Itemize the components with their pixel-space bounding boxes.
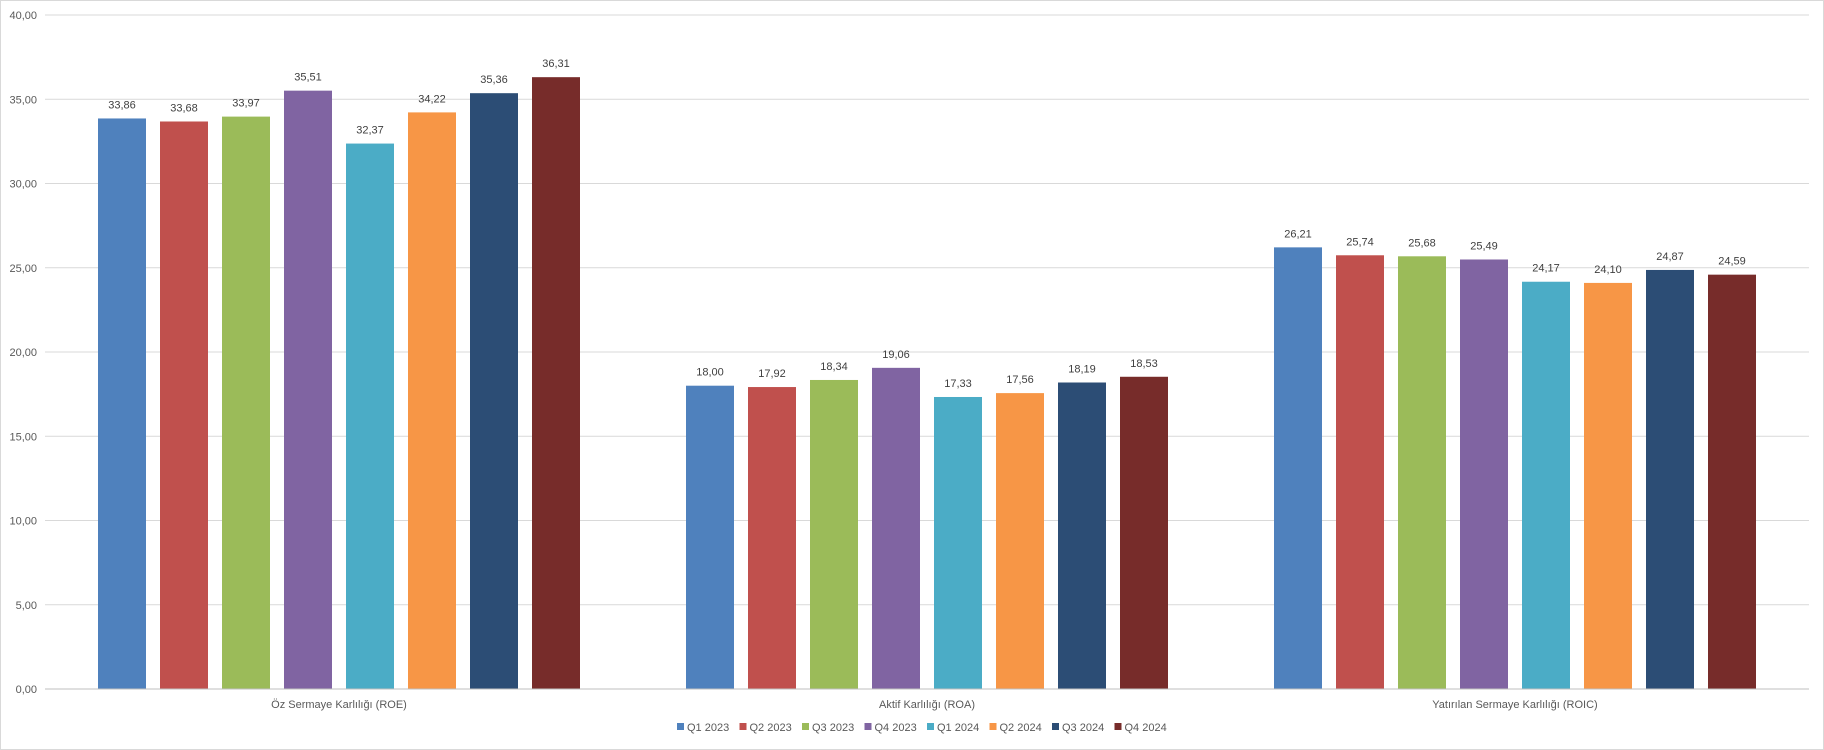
data-label: 36,31 (542, 58, 570, 70)
data-label: 33,97 (232, 98, 260, 110)
bar (1646, 269, 1694, 689)
data-label: 34,22 (418, 93, 446, 105)
bar (1336, 255, 1384, 689)
legend-swatch (864, 723, 872, 730)
legend-item: Q2 2023 (739, 722, 792, 734)
bar (996, 393, 1044, 689)
bar (1398, 256, 1446, 689)
bar (810, 379, 858, 689)
legend-item: Q3 2024 (1052, 722, 1104, 734)
legend-item: Q1 2023 (677, 722, 729, 734)
legend-swatch (989, 723, 997, 730)
y-tick-label: 35,00 (9, 94, 37, 106)
legend-item: Q2 2024 (989, 722, 1042, 734)
legend-swatch (1114, 723, 1122, 730)
data-label: 18,19 (1068, 363, 1096, 375)
data-label: 33,86 (108, 99, 136, 111)
bar (1274, 247, 1322, 689)
legend-label: Q3 2024 (1062, 722, 1104, 734)
y-axis: 0,00 5,00 10,00 15,00 20,00 25,00 30,00 35,00 40… (9, 10, 37, 696)
y-tick-label: 40,00 (9, 10, 37, 22)
legend-swatch (802, 723, 809, 730)
bar (408, 112, 456, 689)
data-label: 25,49 (1470, 240, 1498, 252)
bar (934, 396, 982, 689)
data-label: 19,06 (882, 349, 910, 361)
legend-swatch (677, 723, 684, 730)
data-label: 24,10 (1594, 264, 1622, 276)
legend-label: Q1 2023 (687, 722, 729, 734)
bar (284, 90, 332, 690)
legend-item: Q4 2023 (864, 722, 917, 734)
bar (1522, 281, 1570, 689)
bar (748, 387, 796, 689)
legend-label: Q2 2024 (1000, 722, 1042, 734)
data-label: 17,33 (944, 378, 972, 390)
legend-item: Q4 2024 (1114, 722, 1167, 734)
data-label: 18,53 (1130, 358, 1158, 370)
data-label: 33,68 (170, 102, 198, 114)
data-label: 24,17 (1532, 263, 1560, 275)
x-category-label: Öz Sermaye Karlılığı (ROE) (271, 699, 407, 711)
data-label: 17,92 (758, 368, 786, 380)
bar (686, 385, 734, 689)
data-label: 25,74 (1346, 236, 1374, 248)
legend-item: Q1 2024 (927, 722, 979, 734)
data-label: 18,34 (820, 361, 848, 373)
data-label: 17,56 (1006, 374, 1034, 386)
x-category-label: Aktif Karlılığı (ROA) (879, 699, 975, 711)
bar (1460, 259, 1508, 689)
data-labels: 33,86 33,68 33,97 35,51 32,37 34,22 35,36 36,31… (108, 58, 1746, 390)
bar (98, 118, 146, 690)
x-axis: Öz Sermaye Karlılığı (ROE) Aktif Karlılığ… (45, 688, 1809, 711)
y-tick-label: 20,00 (9, 347, 37, 359)
legend-swatch (739, 723, 747, 730)
bar (1708, 274, 1756, 689)
bars (98, 77, 1756, 690)
legend-swatch (927, 723, 934, 730)
bar (222, 116, 270, 690)
data-label: 35,51 (294, 72, 322, 84)
legend-item: Q3 2023 (802, 722, 854, 734)
y-tick-label: 25,00 (9, 263, 37, 275)
bar (1120, 376, 1168, 689)
bar (1584, 282, 1632, 689)
data-label: 35,36 (480, 74, 508, 86)
bar (1058, 382, 1106, 689)
y-tick-label: 5,00 (16, 600, 37, 612)
data-label: 18,00 (696, 367, 724, 379)
x-category-label: Yatırılan Sermaye Karlılığı (ROIC) (1432, 699, 1597, 711)
bar (160, 121, 208, 689)
data-label: 24,87 (1656, 251, 1684, 263)
legend-label: Q4 2023 (875, 722, 917, 734)
bar (346, 143, 394, 690)
legend-label: Q3 2023 (812, 722, 854, 734)
bar (470, 93, 518, 689)
gridlines (45, 14, 1809, 606)
y-tick-label: 30,00 (9, 179, 37, 191)
data-label: 32,37 (356, 125, 384, 137)
legend-swatch (1052, 723, 1059, 730)
y-tick-label: 0,00 (16, 684, 37, 696)
data-label: 24,59 (1718, 256, 1746, 268)
bar (532, 77, 580, 689)
legend-label: Q1 2024 (937, 722, 979, 734)
bar (872, 367, 920, 689)
y-tick-label: 15,00 (9, 431, 37, 443)
legend-label: Q2 2023 (750, 722, 792, 734)
y-tick-label: 10,00 (9, 516, 37, 528)
data-label: 25,68 (1408, 237, 1436, 249)
legend: Q1 2023 Q2 2023 Q3 2023 Q4 2023 Q1 2024 Q2 20… (677, 722, 1167, 734)
legend-label: Q4 2024 (1125, 722, 1167, 734)
data-label: 26,21 (1284, 228, 1312, 240)
